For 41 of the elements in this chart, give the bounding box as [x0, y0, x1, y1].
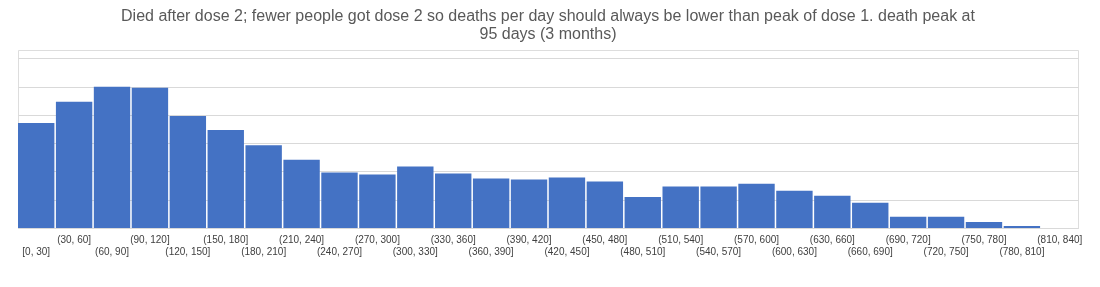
x-tick-label: (210, 240] — [279, 233, 325, 245]
chart-title: Died after dose 2; fewer people got dose 2 so deaths per day should always be lower than peak of dose 1. death peak at 95 days (3 months) — [121, 7, 976, 42]
x-tick-label: (450, 480] — [582, 233, 628, 245]
bar — [472, 178, 510, 228]
bar — [18, 123, 55, 228]
x-tick-label: (180, 210] — [241, 245, 287, 257]
bar — [965, 221, 1003, 228]
x-tick-label: (750, 780] — [961, 233, 1007, 245]
x-tick-label: (660, 690] — [847, 245, 893, 257]
bar — [55, 101, 93, 228]
x-tick-label: (510, 540] — [658, 233, 704, 245]
x-tick-label: (420, 450] — [544, 245, 590, 257]
bar — [510, 179, 548, 228]
x-tick-label: (360, 390] — [468, 245, 514, 257]
x-tick-label: (300, 330] — [392, 245, 439, 257]
x-tick-label: (390, 420] — [506, 233, 552, 245]
x-tick-label: [0, 30] — [22, 245, 51, 257]
x-tick-label: (720, 750] — [923, 245, 969, 257]
x-tick-label: (480, 510] — [620, 245, 666, 257]
bar — [548, 177, 586, 228]
x-tick-label: (90, 120] — [130, 233, 170, 245]
x-tick-label: (240, 270] — [316, 245, 363, 257]
x-tick-label: (630, 660] — [809, 233, 856, 245]
x-tick-label: (600, 630] — [771, 245, 818, 257]
x-tick-label: (270, 300] — [354, 233, 401, 245]
x-tick-label: (330, 360] — [430, 233, 476, 245]
bar — [927, 216, 965, 228]
x-tick-label: (150, 180] — [203, 233, 249, 245]
x-tick-label: (60, 90] — [95, 245, 130, 257]
bar — [131, 87, 169, 228]
x-tick-label: (120, 150] — [165, 245, 211, 257]
x-tick-label: (690, 720] — [885, 233, 931, 245]
bar — [586, 181, 624, 228]
x-tick-label: (540, 570] — [696, 245, 742, 257]
bar — [93, 86, 131, 228]
bar — [169, 115, 207, 228]
x-tick-label: (30, 60] — [57, 233, 92, 245]
x-tick-label: (780, 810] — [999, 245, 1045, 257]
x-tick-label: (810, 840] — [1037, 233, 1083, 245]
bar — [889, 216, 927, 228]
x-tick-label: (570, 600] — [733, 233, 780, 245]
